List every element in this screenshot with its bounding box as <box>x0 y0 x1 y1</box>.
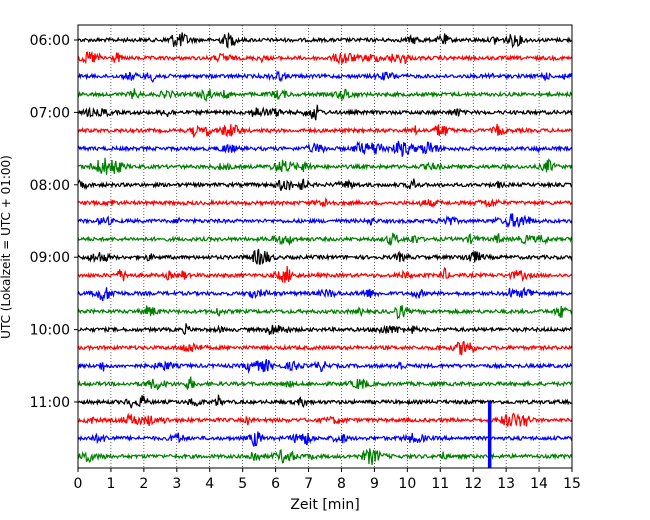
trace-1030 <box>77 359 573 374</box>
x-tick-label: 11 <box>431 476 449 492</box>
x-tick-label: 9 <box>370 476 379 492</box>
x-tick-label: 3 <box>172 476 181 492</box>
y-tick-label: 11:00 <box>30 395 70 411</box>
x-tick-label: 8 <box>337 476 346 492</box>
x-tick-label: 5 <box>238 476 247 492</box>
trace-1045 <box>77 376 573 391</box>
x-tick-label: 1 <box>106 476 115 492</box>
y-tick-label: 07:00 <box>30 105 70 121</box>
trace-1000 <box>77 323 573 336</box>
x-tick-label: 7 <box>304 476 313 492</box>
traces <box>77 32 573 466</box>
x-tick-label: 13 <box>497 476 515 492</box>
trace-0915 <box>77 265 573 283</box>
trace-1145 <box>77 448 573 466</box>
trace-0700 <box>77 104 573 121</box>
trace-0800 <box>77 178 573 191</box>
trace-0930 <box>77 286 573 302</box>
x-tick-label: 14 <box>530 476 548 492</box>
trace-1115 <box>77 412 573 427</box>
trace-1130 <box>77 431 573 447</box>
trace-0945 <box>77 305 573 320</box>
y-tick-label: 08:00 <box>30 178 70 194</box>
x-tick-label: 10 <box>398 476 416 492</box>
trace-0815 <box>77 197 573 209</box>
trace-0745 <box>77 157 573 175</box>
trace-0845 <box>77 232 573 247</box>
x-axis-label: Zeit [min] <box>290 497 359 513</box>
y-tick-label: 06:00 <box>30 33 70 49</box>
x-axis-ticks: 0 1 2 3 4 5 6 7 8 9 10 11 12 13 14 15 <box>74 468 581 492</box>
x-tick-label: 4 <box>205 476 214 492</box>
trace-0715 <box>77 123 573 139</box>
x-tick-label: 2 <box>139 476 148 492</box>
trace-0730 <box>77 140 573 157</box>
trace-0645 <box>77 88 573 103</box>
x-tick-label: 0 <box>74 476 83 492</box>
trace-0900 <box>77 248 573 265</box>
y-tick-label: 10:00 <box>30 323 70 339</box>
trace-0630 <box>77 69 573 84</box>
trace-1100 <box>77 394 573 409</box>
y-tick-label: 09:00 <box>30 250 70 266</box>
x-tick-label: 15 <box>563 476 581 492</box>
trace-0600 <box>77 32 573 49</box>
trace-0830 <box>77 213 573 229</box>
x-tick-label: 12 <box>464 476 482 492</box>
plot-frame <box>77 24 573 469</box>
trace-0615 <box>77 50 573 65</box>
y-axis-label: UTC (Lokalzeit = UTC + 01:00) <box>0 155 13 339</box>
x-tick-label: 6 <box>271 476 280 492</box>
trace-1015 <box>77 340 573 356</box>
y-axis-ticks: 06:00 07:00 08:00 09:00 10:00 11:00 <box>30 33 78 411</box>
